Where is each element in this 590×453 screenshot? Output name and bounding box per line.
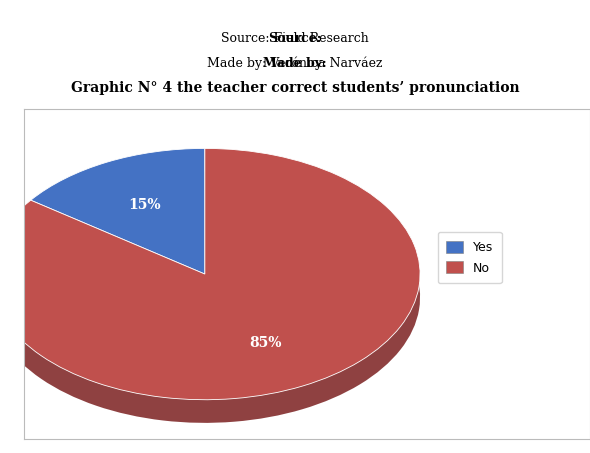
- Text: Source:: Source:: [268, 32, 322, 45]
- Text: Graphic N° 4 the teacher correct students’ pronunciation: Graphic N° 4 the teacher correct student…: [71, 82, 519, 95]
- Text: Source: Field Research: Source: Field Research: [221, 32, 369, 45]
- Wedge shape: [31, 172, 205, 297]
- Wedge shape: [0, 172, 420, 423]
- Text: Made by: Verónica Narváez: Made by: Verónica Narváez: [207, 57, 383, 70]
- Legend: Yes, No: Yes, No: [438, 232, 501, 283]
- Wedge shape: [31, 149, 205, 274]
- Text: 15%: 15%: [128, 198, 160, 212]
- Wedge shape: [0, 149, 420, 400]
- Text: Made by:: Made by:: [263, 57, 327, 70]
- Text: 85%: 85%: [249, 337, 281, 351]
